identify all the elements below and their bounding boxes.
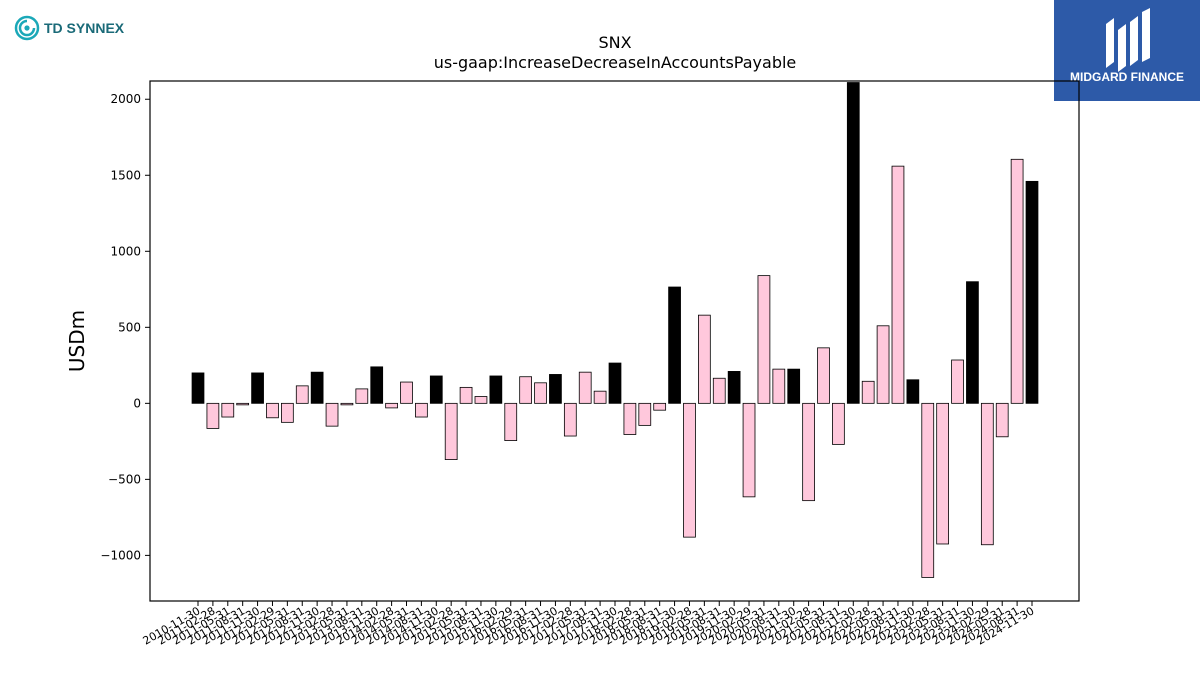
bar <box>623 402 637 435</box>
bar <box>980 402 994 546</box>
bar <box>489 375 503 404</box>
bar <box>668 286 681 404</box>
midgard-finance-logo-text: MIDGARD FINANCE <box>1070 70 1184 84</box>
y-tick-label: 0 <box>133 396 141 410</box>
bar <box>355 388 369 404</box>
bar <box>1025 180 1039 404</box>
midgard-finance-logo-icon <box>1106 8 1150 72</box>
bar <box>295 385 309 404</box>
chart-subtitle: us-gaap:IncreaseDecreaseInAccountsPayabl… <box>434 53 797 72</box>
bar <box>504 402 518 441</box>
y-tick-label: 1500 <box>110 168 141 182</box>
bar <box>549 374 562 404</box>
bar <box>429 375 443 404</box>
bar <box>593 390 607 404</box>
bar <box>787 368 801 404</box>
bar <box>921 402 935 578</box>
bars <box>191 82 1039 578</box>
bar <box>727 371 741 404</box>
bar <box>474 396 488 404</box>
midgard-finance-logo: MIDGARD FINANCE <box>1054 0 1200 101</box>
bar <box>802 402 815 502</box>
bar <box>444 402 458 460</box>
bar <box>415 402 428 418</box>
bar <box>846 82 860 404</box>
y-tick-label: −1000 <box>100 548 141 562</box>
bar <box>832 402 845 445</box>
bar <box>951 359 964 404</box>
y-tick-label: 500 <box>118 320 141 334</box>
y-axis-ticks: −1000 −500 0 500 1000 1500 2000 <box>100 92 150 562</box>
bar <box>772 368 786 404</box>
bar <box>325 402 339 427</box>
bar <box>206 402 220 429</box>
bar <box>400 381 413 404</box>
bar <box>563 402 577 437</box>
bar <box>936 402 950 545</box>
y-tick-label: −500 <box>108 472 141 486</box>
bar <box>236 402 250 406</box>
bar <box>817 347 830 404</box>
bar <box>1010 158 1024 404</box>
bar <box>742 402 756 498</box>
td-synnex-logo-text: TD SYNNEX <box>44 20 125 36</box>
bar <box>876 325 890 404</box>
td-synnex-logo: TD SYNNEX <box>14 15 125 41</box>
bar <box>221 402 235 418</box>
bar <box>906 379 920 404</box>
bar <box>340 402 354 406</box>
bar <box>683 402 696 538</box>
bar <box>519 376 533 404</box>
bar <box>370 366 384 404</box>
bar <box>712 377 726 404</box>
bar <box>459 386 473 404</box>
bar <box>995 402 1009 438</box>
y-tick-label: 2000 <box>110 92 141 106</box>
bar <box>861 380 875 404</box>
y-tick-label: 1000 <box>110 244 141 258</box>
bar <box>891 165 905 404</box>
bar <box>385 402 398 409</box>
bar <box>638 402 652 426</box>
bar <box>266 402 279 419</box>
plot-frame <box>149 80 1080 602</box>
bar <box>534 382 547 404</box>
bar <box>251 372 264 404</box>
bar <box>757 275 771 404</box>
bar <box>280 402 294 423</box>
bar <box>966 281 979 404</box>
td-synnex-logo-icon <box>14 15 40 41</box>
bar <box>310 371 324 404</box>
bar <box>578 371 592 404</box>
x-axis-ticks: 2010-11-302011-02-282011-05-312011-08-31… <box>141 601 1037 648</box>
chart-title: SNX <box>598 33 631 52</box>
bar <box>698 314 711 404</box>
bar <box>608 362 622 404</box>
bar <box>191 372 205 404</box>
bar <box>653 402 667 411</box>
y-axis-label: USDm <box>65 310 89 372</box>
